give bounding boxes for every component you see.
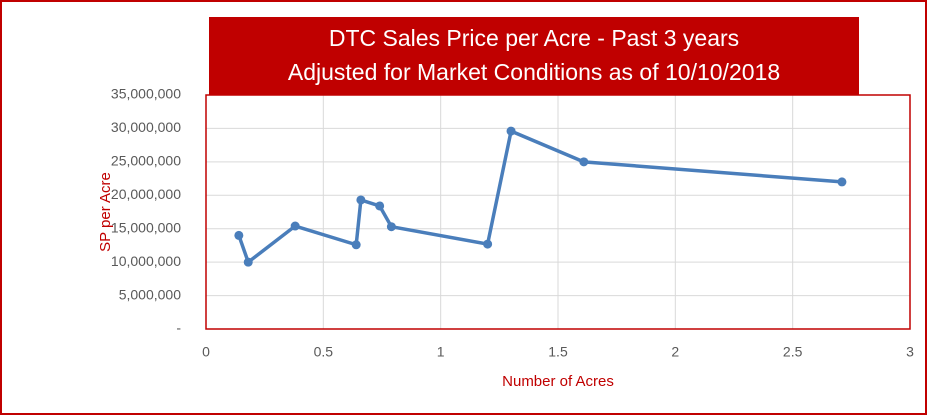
y-tick-label: 10,000,000: [111, 253, 181, 269]
y-tick-label: -: [176, 320, 181, 336]
y-axis-label: SP per Acre: [97, 172, 114, 252]
y-tick-label: 20,000,000: [111, 186, 181, 202]
y-tick-label: 15,000,000: [111, 219, 181, 235]
data-point: [386, 222, 396, 232]
chart-subtitle: Adjusted for Market Conditions as of 10/…: [288, 59, 780, 85]
x-tick-label: 0.5: [314, 344, 334, 360]
x-tick-label: 0: [202, 344, 210, 360]
x-tick-label: 2.5: [783, 344, 803, 360]
plot-frame: [205, 94, 911, 330]
y-tick-label: 35,000,000: [111, 86, 181, 102]
data-point: [837, 177, 847, 187]
data-point: [351, 240, 361, 250]
data-point: [243, 257, 253, 267]
data-point: [375, 201, 385, 211]
data-point: [234, 230, 244, 240]
x-tick-label: 1.5: [548, 344, 568, 360]
data-point: [290, 221, 300, 231]
data-point: [579, 157, 589, 167]
data-line: [237, 128, 843, 266]
y-tick-label: 5,000,000: [119, 286, 181, 302]
chart-title: DTC Sales Price per Acre - Past 3 years: [329, 25, 739, 51]
x-tick-label: 1: [437, 344, 445, 360]
title-box: [209, 17, 859, 95]
x-tick-label: 3: [906, 344, 914, 360]
y-tick-label: 25,000,000: [111, 153, 181, 169]
data-point: [483, 239, 493, 249]
data-point: [356, 195, 366, 205]
x-axis-label: Number of Acres: [502, 373, 614, 390]
y-tick-label: 30,000,000: [111, 119, 181, 135]
data-point: [506, 126, 516, 136]
x-tick-label: 2: [671, 344, 679, 360]
